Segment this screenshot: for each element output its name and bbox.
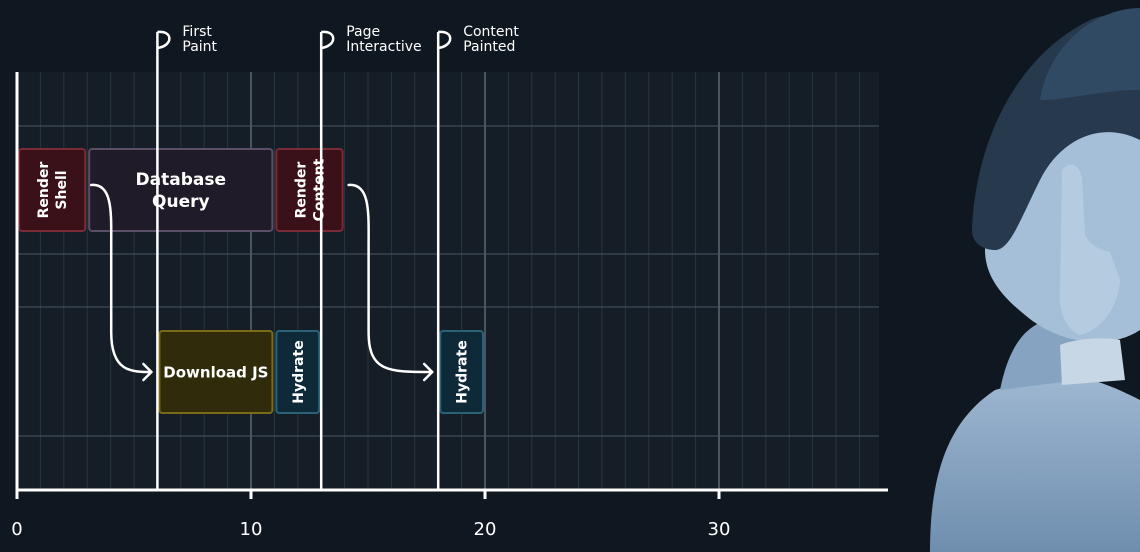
task-label: Hydrate — [455, 340, 471, 403]
marker-flag — [157, 30, 171, 50]
marker-first-paint: First Paint — [156, 24, 218, 490]
marker-page-interactive: Page Interactive — [319, 24, 422, 490]
task-render-content: Render Content — [275, 148, 344, 232]
dependency-render-content-to-hydrate — [347, 183, 434, 382]
task-label-line: Download JS — [163, 363, 268, 381]
x-tick-label: 10 — [240, 519, 263, 540]
task-label-line: Content — [312, 158, 328, 221]
thinking-person-figure — [930, 8, 1140, 552]
task-label: Render Shell — [36, 162, 70, 219]
marker-label: First Paint — [182, 24, 217, 55]
marker-label-line: Paint — [182, 39, 217, 55]
marker-label-line: Content — [463, 24, 519, 40]
marker-label-line: First — [182, 24, 212, 40]
task-hydrate-2: Hydrate — [439, 330, 485, 414]
dependency-path — [89, 183, 153, 374]
task-bar — [439, 330, 485, 414]
task-label-line: Render — [294, 162, 310, 219]
dependency-path — [347, 183, 434, 374]
marker-label-line: Interactive — [346, 39, 421, 55]
task-label-line: Database — [136, 170, 226, 190]
task-label-line: Shell — [54, 170, 70, 209]
x-tick-label: 0 — [11, 519, 22, 540]
marker-content-painted: Content Painted — [436, 24, 519, 490]
task-bar — [275, 330, 321, 414]
task-label: Hydrate — [291, 340, 307, 403]
task-bar — [88, 148, 274, 232]
task-label-line: Hydrate — [455, 340, 471, 403]
dependency-arrows — [89, 183, 434, 382]
task-render-shell: Render Shell — [18, 148, 87, 232]
task-label-line: Query — [152, 192, 210, 212]
marker-label-line: Page — [346, 24, 380, 40]
task-bar — [18, 148, 87, 232]
task-database-query: Database Query — [88, 148, 274, 232]
task-bar — [275, 148, 344, 232]
dependency-arrowhead — [422, 362, 434, 382]
dependency-render-shell-to-download-js — [89, 183, 153, 382]
x-tick-label: 30 — [708, 519, 731, 540]
task-download-js: Download JS — [158, 330, 274, 414]
marker-label: Page Interactive — [346, 24, 421, 55]
marker-flag — [437, 30, 452, 50]
marker-label-line: Painted — [463, 39, 515, 55]
x-axis: 0 10 20 30 — [11, 72, 888, 540]
task-label: Download JS — [163, 363, 268, 381]
plot-background — [17, 72, 879, 490]
marker-label: Content Painted — [463, 24, 519, 55]
task-label-line: Render — [36, 162, 52, 219]
marker-flag — [320, 30, 335, 50]
task-label: Render Content — [294, 158, 328, 221]
task-bar — [158, 330, 274, 414]
task-label-line: Hydrate — [291, 340, 307, 403]
dependency-arrowhead — [142, 362, 153, 382]
x-tick-label: 20 — [474, 519, 497, 540]
task-hydrate-1: Hydrate — [275, 330, 321, 414]
